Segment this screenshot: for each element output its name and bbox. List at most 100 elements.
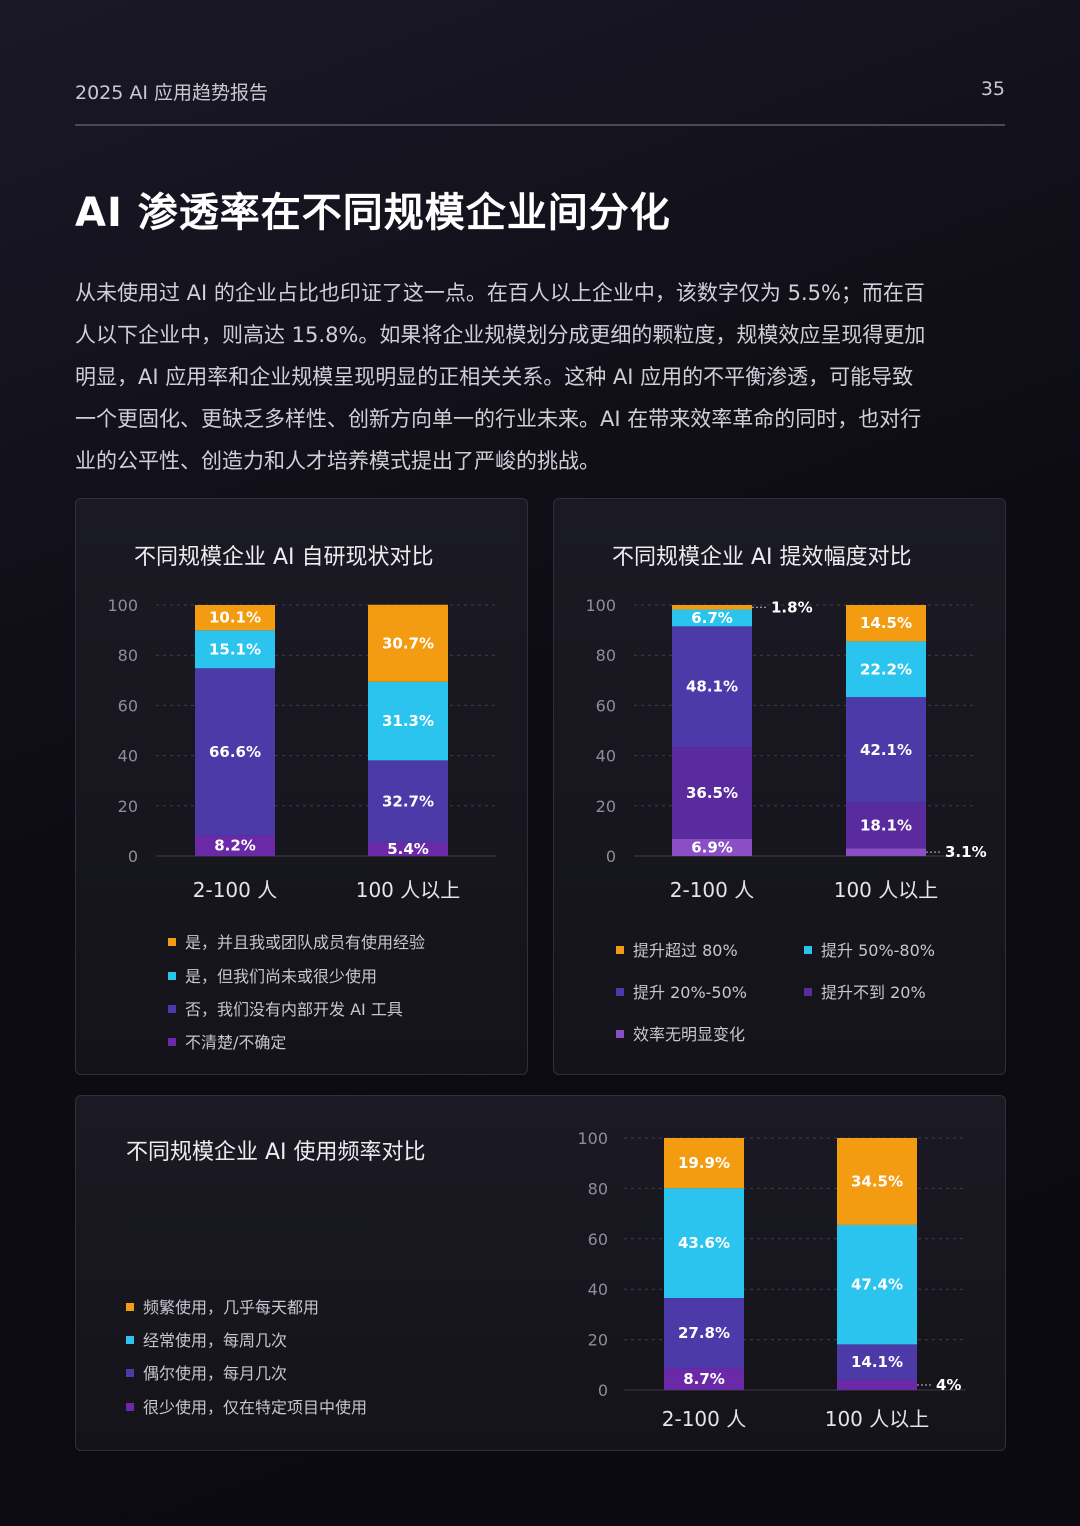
legend-label: 是，并且我或团队成员有使用经验: [185, 933, 426, 952]
y-tick-label: 40: [596, 747, 616, 766]
bar-segment: [664, 1138, 744, 1189]
y-tick-label: 0: [128, 847, 138, 866]
legend-label: 不清楚/不确定: [185, 1033, 287, 1052]
bar-segment: [846, 848, 926, 856]
y-tick-label: 100: [107, 596, 138, 615]
data-label: 47.4%: [851, 1276, 903, 1294]
legend-label: 提升超过 80%: [633, 941, 738, 960]
chart-panel-efficiency: 不同规模企业 AI 提效幅度对比 0 20 40 60 80 100 6.9% 36.5% 48…: [553, 498, 1006, 1075]
bar-segment: [368, 760, 448, 843]
legend-label: 频繁使用，几乎每天都用: [143, 1298, 320, 1317]
legend-swatch: [616, 1029, 624, 1038]
bar-segment: [846, 641, 926, 698]
data-label: 48.1%: [686, 678, 738, 696]
data-label: 31.3%: [382, 712, 434, 730]
y-tick-label: 80: [596, 646, 616, 665]
data-label: 4%: [936, 1376, 961, 1394]
data-label: 22.2%: [860, 660, 912, 678]
y-tick-label: 0: [598, 1381, 608, 1400]
bar-segment: [368, 842, 448, 856]
data-label: 18.1%: [860, 817, 912, 835]
legend-swatch: [616, 987, 624, 996]
y-tick-label: 80: [118, 646, 138, 665]
data-label: 42.1%: [860, 741, 912, 759]
bar-segment: [368, 681, 448, 761]
legend-item: 提升不到 20%: [804, 979, 926, 1003]
bar-segment: [195, 835, 275, 856]
stacked-bar-chart-efficiency: 0 20 40 60 80 100 6.9% 36.5% 48.1% 6.7% 1.8% 2-100 …: [585, 596, 986, 902]
bar-segment: [664, 1368, 744, 1390]
x-category-label: 100 人以上: [825, 1407, 930, 1431]
legend-swatch: [804, 987, 812, 996]
bar-segment: [846, 802, 926, 849]
y-tick-label: 20: [588, 1331, 608, 1350]
legend-label: 提升 50%-80%: [821, 941, 935, 960]
data-label: 14.1%: [851, 1353, 903, 1371]
bar-segment: [664, 1298, 744, 1369]
legend-item: 是，并且我或团队成员有使用经验: [168, 929, 425, 953]
chart-title: 不同规模企业 AI 使用频率对比: [126, 1140, 426, 1165]
legend-swatch: [168, 1037, 176, 1046]
y-tick-label: 0: [606, 847, 616, 866]
y-tick-label: 40: [118, 747, 138, 766]
legend-item: 很少使用，仅在特定项目中使用: [126, 1394, 367, 1418]
data-label: 43.6%: [678, 1234, 730, 1252]
x-category-label: 2-100 人: [670, 878, 754, 902]
legend-item: 不清楚/不确定: [168, 1029, 286, 1053]
chart-panel-self-development: 不同规模企业 AI 自研现状对比 0 20 40 60 80 100 8.2% 66.6% 15…: [75, 498, 528, 1075]
legend-swatch: [126, 1335, 134, 1344]
data-label: 27.8%: [678, 1324, 730, 1342]
legend-label: 很少使用，仅在特定项目中使用: [143, 1398, 368, 1417]
bar-segment: [837, 1379, 917, 1390]
page-title: AI 渗透率在不同规模企业间分化: [75, 190, 671, 236]
chart-panel-usage-frequency: 不同规模企业 AI 使用频率对比 频繁使用，几乎每天都用 经常使用，每周几次 偶尔使…: [75, 1095, 1006, 1451]
y-tick-label: 100: [577, 1129, 608, 1148]
bar-segment: [195, 605, 275, 631]
legend-label: 提升 20%-50%: [633, 983, 747, 1002]
y-tick-label: 80: [588, 1179, 608, 1198]
x-category-label: 100 人以上: [834, 878, 939, 902]
data-label: 1.8%: [771, 598, 813, 616]
header-divider: [75, 124, 1005, 126]
legend-item: 效率无明显变化: [616, 1021, 745, 1045]
bar-segment: [672, 605, 752, 610]
bar-segment: [195, 630, 275, 669]
legend-label: 否，我们没有内部开发 AI 工具: [185, 1000, 403, 1019]
stacked-bar-chart-usage-frequency: 0 20 40 60 80 100 8.7% 27.8% 43.6% 19.9% 2-100 人 4%…: [577, 1129, 966, 1431]
paragraph-line: 人以下企业中，则高达 15.8%。如果将企业规模划分成更细的颗粒度，规模效应呈现…: [75, 323, 926, 347]
paragraph-line: 明显，AI 应用率和企业规模呈现明显的正相关关系。这种 AI 应用的不平衡渗透，…: [75, 365, 914, 389]
legend-swatch: [126, 1368, 134, 1377]
legend-swatch: [126, 1302, 134, 1311]
report-header: 2025 AI 应用趋势报告 35: [75, 78, 1005, 106]
legend-item: 否，我们没有内部开发 AI 工具: [168, 996, 403, 1020]
bar-segment: [672, 609, 752, 627]
y-tick-label: 40: [588, 1280, 608, 1299]
data-label: 36.5%: [686, 784, 738, 802]
legend-label: 经常使用，每周几次: [143, 1331, 288, 1350]
bar-segment: [837, 1224, 917, 1345]
x-category-label: 2-100 人: [193, 878, 277, 902]
legend-label: 偶尔使用，每月几次: [143, 1364, 288, 1383]
paragraph-line: 从未使用过 AI 的企业占比也印证了这一点。在百人以上企业中，该数字仅为 5.5…: [75, 281, 925, 305]
legend-item: 提升超过 80%: [616, 937, 738, 961]
chart-legend: 提升超过 80% 提升 50%-80% 提升 20%-50% 提升不到 20% 效率无明…: [616, 937, 996, 1067]
legend-swatch: [168, 937, 176, 946]
data-label: 32.7%: [382, 792, 434, 810]
bar-segment: [672, 747, 752, 839]
legend-item: 提升 50%-80%: [804, 937, 935, 961]
bar-segment: [846, 605, 926, 642]
paragraph-line: 一个更固化、更缺乏多样性、创新方向单一的行业未来。AI 在带来效率革命的同时，也…: [75, 407, 922, 431]
bar-segment: [672, 626, 752, 748]
legend-item: 偶尔使用，每月几次: [126, 1360, 287, 1384]
stacked-bar-chart-self-development: 0 20 40 60 80 100 8.2% 66.6% 15.1% 10.1% 2-100 人 5.…: [107, 596, 496, 902]
chart-title: 不同规模企业 AI 提效幅度对比: [612, 545, 912, 570]
legend-label: 效率无明显变化: [633, 1025, 746, 1044]
legend-swatch: [804, 945, 812, 954]
y-tick-label: 60: [588, 1230, 608, 1249]
bar-segment: [672, 838, 752, 856]
bar-segment: [195, 668, 275, 836]
chart-legend: 频繁使用，几乎每天都用 经常使用，每周几次 偶尔使用，每月几次很少使用，仅在特定项目…: [126, 1294, 486, 1424]
report-title: 2025 AI 应用趋势报告: [75, 82, 269, 104]
data-label: 15.1%: [209, 640, 261, 658]
legend-swatch: [126, 1402, 134, 1411]
